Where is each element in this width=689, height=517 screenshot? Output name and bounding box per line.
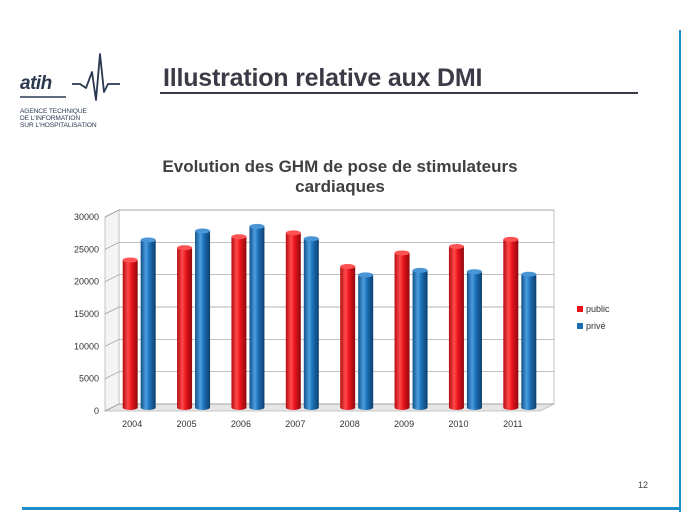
logo-wordmark: atih	[20, 73, 52, 94]
bar-top-privé-2005	[195, 228, 211, 234]
title-underline	[160, 92, 638, 94]
chart-title-line-2: cardiaques	[295, 177, 385, 196]
y-tick-label: 10000	[74, 341, 99, 351]
chart-title: Evolution des GHM de pose de stimulateur…	[120, 157, 560, 197]
y-tick-label: 30000	[74, 212, 99, 222]
chart-legend: public privé	[577, 300, 610, 334]
bar-top-privé-2004	[140, 237, 156, 243]
bar-top-public-2004	[122, 257, 138, 263]
legend-item-public: public	[577, 300, 610, 317]
gridline	[104, 241, 554, 250]
y-tick-label: 20000	[74, 277, 99, 287]
bar-privé-2007	[303, 238, 319, 410]
bar-privé-2009	[412, 270, 428, 410]
y-tick-label: 0	[94, 406, 99, 416]
bar-top-privé-2008	[358, 272, 374, 278]
chart-floor	[104, 403, 555, 412]
bar-top-public-2009	[394, 250, 410, 256]
bar-top-privé-2007	[303, 236, 319, 242]
x-tick-label: 2011	[503, 419, 522, 429]
bar-privé-2005	[195, 230, 211, 410]
atih-logo: atih AGENCE TECHNIQUE DE L'INFORMATION S…	[20, 48, 140, 138]
slide-title: Illustration relative aux DMI	[163, 64, 483, 92]
legend-label-public: public	[586, 303, 610, 314]
y-tick-label: 25000	[74, 244, 99, 254]
x-tick-label: 2009	[394, 419, 414, 429]
x-tick-label: 2006	[231, 419, 251, 429]
bar-top-privé-2010	[466, 269, 482, 275]
bar-top-public-2005	[177, 245, 193, 251]
bar-public-2010	[448, 246, 464, 410]
bar-privé-2010	[466, 271, 482, 410]
bar-privé-2004	[140, 240, 156, 410]
right-border-rule	[679, 30, 681, 512]
legend-item-prive: privé	[577, 317, 610, 334]
bar-top-public-2010	[448, 243, 464, 249]
bar-top-privé-2011	[521, 271, 537, 277]
gridline	[104, 209, 554, 218]
legend-label-prive: privé	[586, 320, 606, 331]
logo-line-3: SUR L'HOSPITALISATION	[20, 122, 97, 129]
bar-public-2009	[394, 252, 410, 410]
y-tick-label: 15000	[74, 309, 99, 319]
legend-swatch-public	[577, 305, 583, 312]
logo-line-1: AGENCE TECHNIQUE	[20, 108, 87, 115]
bar-public-2008	[340, 266, 356, 410]
bottom-border-rule	[22, 507, 681, 510]
x-tick-label: 2008	[340, 419, 360, 429]
x-tick-label: 2010	[448, 419, 468, 429]
x-tick-label: 2007	[285, 419, 305, 429]
bar-privé-2011	[521, 274, 537, 410]
bar-top-public-2011	[503, 236, 519, 242]
chart-title-line-1: Evolution des GHM de pose de stimulateur…	[162, 157, 518, 176]
logo-underline	[20, 96, 66, 98]
bar-public-2011	[503, 239, 519, 410]
bar-privé-2008	[358, 274, 374, 410]
y-tick-label: 5000	[79, 374, 99, 384]
x-tick-label: 2005	[177, 419, 197, 429]
bar-privé-2006	[249, 226, 265, 410]
bar-public-2007	[285, 232, 301, 410]
logo-line-2: DE L'INFORMATION	[20, 115, 80, 122]
bar-top-public-2007	[285, 230, 301, 236]
heartbeat-icon	[72, 53, 120, 101]
bar-top-privé-2006	[249, 223, 265, 229]
bar-public-2006	[231, 236, 247, 410]
bar-public-2004	[122, 260, 138, 410]
x-tick-label: 2004	[122, 419, 142, 429]
bar-public-2005	[177, 247, 193, 410]
bar-top-public-2008	[340, 264, 356, 270]
page-number: 12	[637, 480, 648, 490]
bar-top-privé-2009	[412, 267, 428, 273]
bar-top-public-2006	[231, 234, 247, 240]
legend-swatch-prive	[577, 322, 583, 329]
